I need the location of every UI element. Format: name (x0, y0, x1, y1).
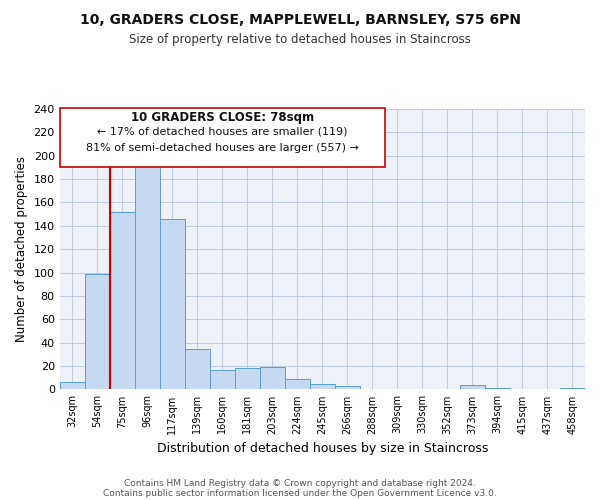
Text: Size of property relative to detached houses in Staincross: Size of property relative to detached ho… (129, 32, 471, 46)
Bar (560, 388, 585, 390)
Bar (85, 274, 110, 390)
Bar (485, 388, 510, 390)
X-axis label: Distribution of detached houses by size in Staincross: Distribution of detached houses by size … (157, 442, 488, 455)
Bar (59, 382, 85, 390)
Text: 10 GRADERS CLOSE: 78sqm: 10 GRADERS CLOSE: 78sqm (131, 110, 314, 124)
Text: Contains public sector information licensed under the Open Government Licence v3: Contains public sector information licen… (103, 488, 497, 498)
Text: Contains HM Land Registry data © Crown copyright and database right 2024.: Contains HM Land Registry data © Crown c… (124, 478, 476, 488)
Bar (210, 370, 235, 390)
Text: ← 17% of detached houses are smaller (119): ← 17% of detached houses are smaller (11… (97, 126, 348, 136)
Text: 81% of semi-detached houses are larger (557) →: 81% of semi-detached houses are larger (… (86, 142, 359, 152)
Bar (110, 212, 135, 390)
Y-axis label: Number of detached properties: Number of detached properties (15, 156, 28, 342)
Bar (185, 348, 210, 390)
Bar (135, 156, 160, 390)
Bar (260, 367, 285, 390)
Bar (310, 384, 335, 390)
Bar (235, 368, 260, 390)
Bar (285, 379, 310, 390)
Bar (460, 385, 485, 390)
Bar (160, 219, 185, 390)
Text: 10, GRADERS CLOSE, MAPPLEWELL, BARNSLEY, S75 6PN: 10, GRADERS CLOSE, MAPPLEWELL, BARNSLEY,… (79, 12, 521, 26)
Bar (335, 386, 360, 390)
